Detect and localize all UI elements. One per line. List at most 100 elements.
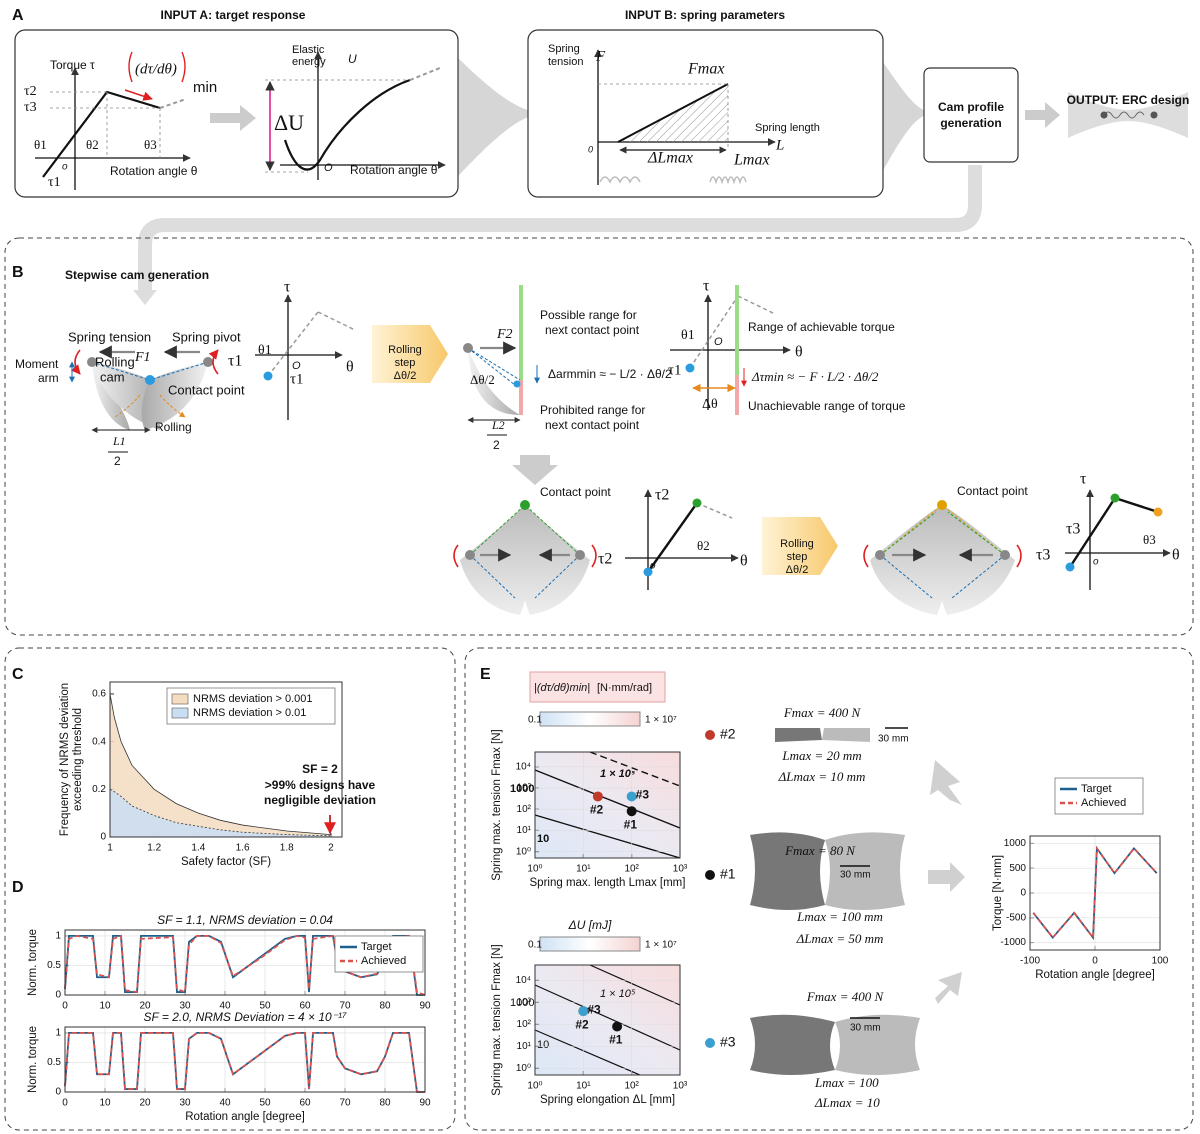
label: ΔLmax (647, 150, 693, 167)
label: energy (292, 56, 326, 68)
label: o (1093, 557, 1099, 568)
label: negligible deviation (264, 793, 376, 807)
label: F (595, 48, 606, 64)
y-tick-label: 10¹ (517, 1041, 532, 1052)
line (64, 934, 426, 996)
label: θ3 (1143, 532, 1156, 547)
x-tick-label: 20 (139, 1001, 151, 1012)
label: ΔLmax = 50 mm (796, 931, 884, 946)
label: INPUT B: spring parameters (625, 8, 785, 22)
label: 0.1 (528, 940, 542, 951)
label: Unachievable range of torque (748, 399, 906, 413)
label: θ3 (144, 137, 157, 152)
y-tick-label: 0.6 (92, 689, 106, 700)
label: Contact point (540, 485, 611, 499)
label: 0 (588, 144, 593, 154)
label: 2 (114, 454, 121, 468)
label: #3 (720, 1034, 736, 1050)
label: 2 (493, 438, 500, 452)
label: Torque τ (50, 58, 95, 72)
x-tick-label: 1.2 (147, 843, 161, 854)
x-tick-label: 1.6 (236, 843, 250, 854)
design-dot (705, 870, 715, 880)
x-tick-label: 50 (259, 1098, 271, 1109)
label: 30 mm (878, 734, 909, 745)
y-tick-label: -1000 (1000, 937, 1026, 948)
x-tick-label: 0 (62, 1098, 68, 1109)
label: Cam profile (938, 100, 1004, 114)
label: τ1 (668, 362, 682, 378)
legend-label: Target (1081, 783, 1112, 795)
point (578, 1006, 589, 1017)
label: Rolling (388, 344, 422, 356)
plot-frame (64, 1026, 426, 1093)
label: o (650, 561, 656, 572)
label: Fmax = 400 N (806, 989, 885, 1004)
label: 0.1 (528, 715, 542, 726)
y-axis-label: Torque [N·mm] (992, 855, 1004, 931)
label: Lmax = 100 mm (796, 909, 883, 924)
y-axis-label: Spring max. tension Fmax [N] (491, 729, 503, 880)
label: 30 mm (850, 1023, 881, 1034)
label: 1000 (510, 783, 534, 795)
label: 1 × 10⁵ (600, 768, 636, 780)
y-axis-label: Spring max. tension Fmax [N] (491, 944, 503, 1095)
label: Contact point (957, 484, 1028, 498)
plot-title: SF = 1.1, NRMS deviation = 0.04 (157, 913, 333, 927)
label: Lmax (733, 152, 770, 169)
y-axis-label: Norm. torque (27, 1026, 39, 1093)
label: 10 (537, 833, 549, 845)
x-tick-label: 60 (299, 1098, 311, 1109)
label: τ2 (24, 84, 37, 99)
label: #1 (720, 866, 736, 882)
label: min (193, 79, 217, 96)
design-dot (705, 730, 715, 740)
x-tick-label: 20 (139, 1098, 151, 1109)
label: o (62, 162, 68, 173)
label: θ (740, 553, 748, 570)
y-tick-label: 10² (517, 1019, 532, 1030)
label: U (348, 52, 357, 66)
label: Rotation angle θ (110, 164, 198, 178)
y-tick-label: 0 (55, 1087, 61, 1098)
y-axis-label: Frequency of NRMS deviation (59, 683, 71, 836)
label: τ (703, 278, 710, 295)
label: O (714, 336, 723, 348)
x-tick-label: 2 (328, 843, 334, 854)
label: τ3 (1066, 521, 1080, 538)
label: D (12, 879, 24, 896)
label: Fmax (687, 61, 724, 78)
x-tick-label: 10² (624, 864, 639, 875)
label: Spring tension (68, 329, 151, 344)
x-tick-label: 70 (339, 1001, 351, 1012)
label: F1 (134, 350, 151, 365)
label: L1 (112, 434, 126, 448)
point (592, 791, 603, 802)
plot-frame (1029, 835, 1161, 951)
y-tick-label: 0 (100, 832, 106, 843)
legend-swatch (171, 707, 189, 719)
label: τ2 (655, 487, 669, 504)
label: ΔU (274, 110, 304, 135)
label: Δarmmin ≈ − L/2 · Δθ/2 (548, 367, 672, 381)
label: 1 × 10⁷ (645, 940, 677, 951)
point (612, 1021, 623, 1032)
legend-label: Achieved (1081, 797, 1126, 809)
y-tick-label: 1 (55, 1028, 61, 1039)
x-axis-label: Safety factor (SF) (181, 856, 271, 868)
x-tick-label: 40 (219, 1001, 231, 1012)
label: Spring length (755, 122, 820, 134)
panel-b-shapes (4, 237, 1194, 636)
label: #2 (720, 726, 736, 742)
x-tick-label: 80 (379, 1001, 391, 1012)
point (626, 806, 637, 817)
label: Range of achievable torque (748, 320, 895, 334)
label: ΔU [mJ] (568, 918, 612, 932)
label: [N·mm/rad] (597, 682, 652, 694)
x-tick-label: 1.4 (191, 843, 205, 854)
legend-label: Target (361, 941, 392, 953)
y-tick-label: 10⁴ (516, 761, 531, 772)
x-tick-label: 0 (62, 1001, 68, 1012)
label: τ2 (598, 551, 612, 568)
plot-frame (64, 929, 426, 996)
